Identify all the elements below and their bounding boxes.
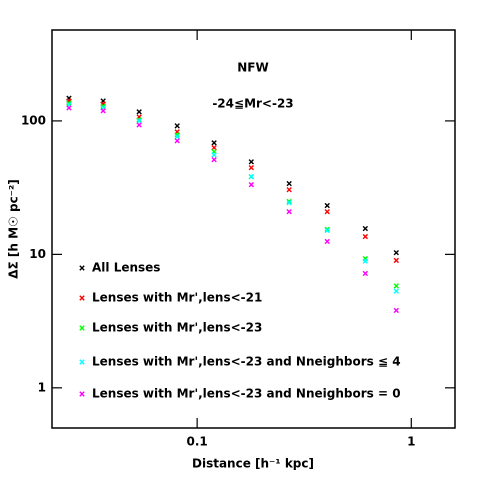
annotation: NFW [237, 61, 268, 75]
legend-marker [79, 325, 85, 331]
y-tick-label: 1 [38, 380, 46, 394]
point [248, 173, 254, 180]
y-tick-label: 100 [21, 113, 46, 127]
point [136, 118, 142, 124]
point [211, 152, 217, 158]
point [248, 181, 254, 188]
point [362, 258, 369, 264]
point [174, 123, 180, 129]
point [66, 100, 72, 106]
legend-marker [79, 265, 85, 271]
point [66, 105, 72, 111]
point [248, 159, 254, 165]
point [136, 117, 142, 123]
point [174, 134, 180, 140]
point [362, 233, 369, 240]
point [393, 307, 399, 314]
legend-marker [79, 391, 85, 397]
point [324, 226, 330, 233]
point [286, 199, 292, 206]
point [324, 227, 330, 234]
x-tick-label: 1 [407, 435, 415, 449]
point [136, 122, 142, 128]
point [324, 208, 330, 215]
point [286, 198, 292, 205]
point [362, 270, 369, 277]
point [362, 225, 369, 232]
point [211, 140, 217, 146]
x-tick-label: 0.1 [187, 435, 208, 449]
legend-marker [79, 359, 85, 365]
point [211, 157, 217, 163]
point [393, 283, 399, 289]
annotation: -24≦Mr<-23 [212, 97, 293, 111]
point [136, 109, 142, 115]
legend-label: Lenses with Mr',lens<-21 [92, 291, 262, 305]
legend-marker [79, 295, 85, 301]
point [324, 202, 330, 209]
point [393, 249, 399, 256]
point [286, 187, 292, 193]
point [286, 208, 292, 215]
legend-label: Lenses with Mr',lens<-23 [92, 321, 262, 335]
y-tick-label: 10 [29, 247, 46, 261]
point [393, 288, 399, 294]
point [100, 103, 106, 109]
point [393, 257, 399, 264]
point [174, 138, 180, 144]
x-axis-label: Distance [h⁻¹ kpc] [192, 457, 314, 471]
point [248, 165, 254, 171]
plot-frame [51, 29, 456, 429]
y-axis-label: ΔΣ [h M☉ pc⁻²] [7, 179, 21, 279]
point [211, 144, 217, 151]
legend-label: Lenses with Mr',lens<-23 and Nneighbors … [92, 387, 401, 401]
point [324, 238, 330, 245]
legend-label: Lenses with Mr',lens<-23 and Nneighbors … [92, 355, 401, 369]
point [100, 108, 106, 114]
point [286, 180, 292, 187]
legend-label: All Lenses [92, 261, 160, 275]
